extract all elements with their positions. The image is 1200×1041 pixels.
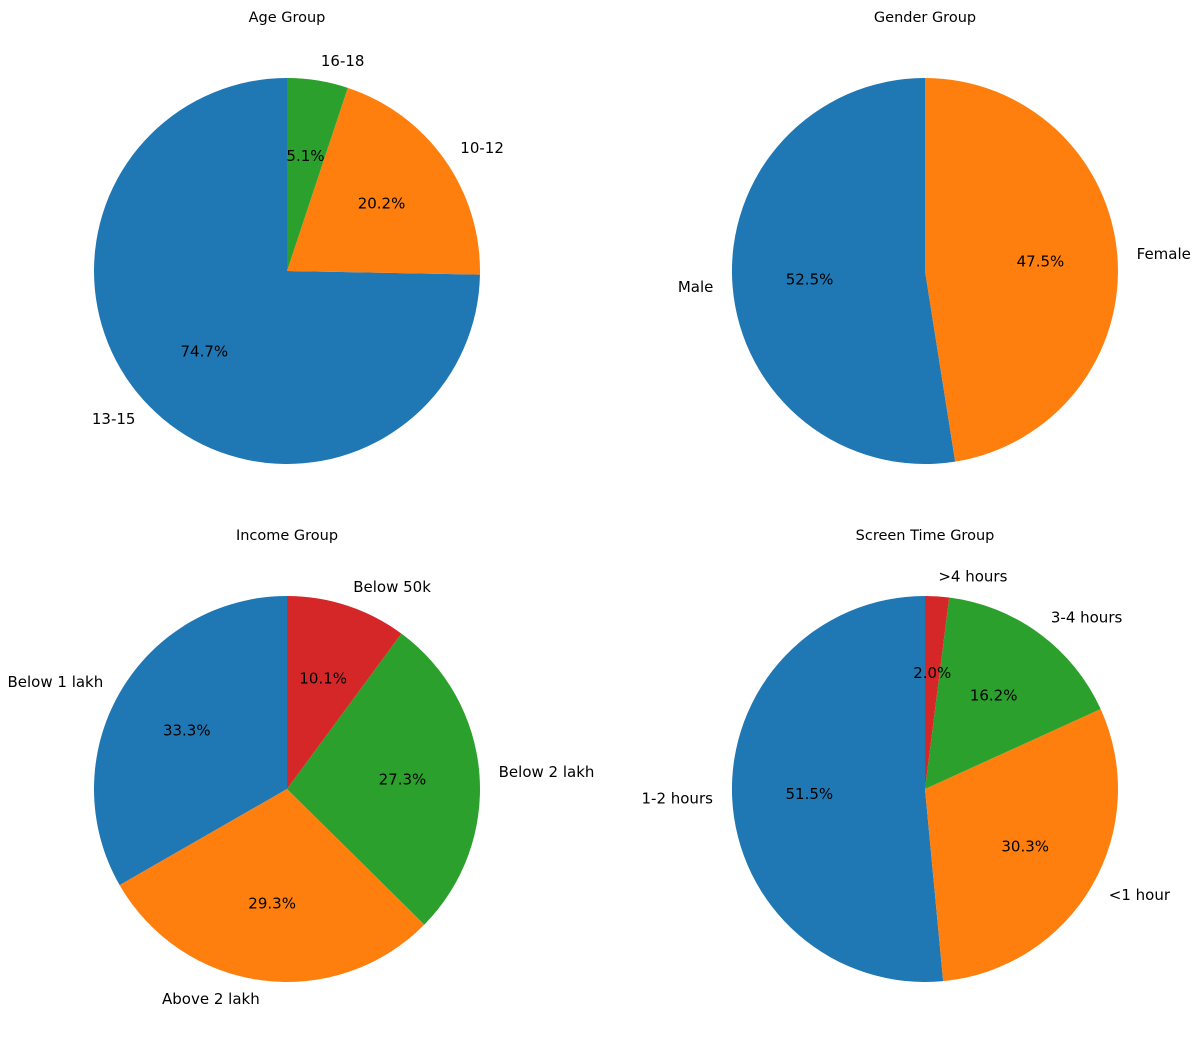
slice-label: Below 2 lakh xyxy=(499,763,595,781)
chart-title: Income Group xyxy=(236,528,338,544)
percent-label: 74.7% xyxy=(181,343,229,361)
percent-label: 47.5% xyxy=(1017,252,1065,270)
pie-slice-13-15 xyxy=(94,78,480,464)
pie-slice-3-4-hours xyxy=(925,597,1101,789)
pie-slice-female xyxy=(925,78,1118,462)
slice-label: 13-15 xyxy=(92,410,136,428)
slice-label: >4 hours xyxy=(938,568,1007,586)
percent-label: 16.2% xyxy=(970,686,1018,704)
percent-label: 20.2% xyxy=(358,195,406,213)
percent-label: 30.3% xyxy=(1001,838,1049,856)
pie-chart-screen-time-group: Screen Time Group 1-2 hours 51.5% <1 hour 30… xyxy=(641,528,1171,983)
slice-label: 10-12 xyxy=(460,139,504,157)
percent-label: 33.3% xyxy=(163,722,211,740)
percent-label: 51.5% xyxy=(786,785,834,803)
pie-slice-1-2-hours xyxy=(731,596,944,983)
slice-label: <1 hour xyxy=(1109,886,1171,904)
slice-label: Below 1 lakh xyxy=(7,673,103,691)
percent-label: 29.3% xyxy=(248,894,296,912)
pie-slice-16-18 xyxy=(287,78,348,271)
slice-label: 1-2 hours xyxy=(641,790,713,808)
pie-slice-male xyxy=(731,77,956,465)
pie-slice-above-2-lakh xyxy=(119,789,425,982)
pie-slice-below-50k xyxy=(287,596,402,789)
percent-label: 5.1% xyxy=(286,147,324,165)
slice-label: Below 50k xyxy=(353,578,431,596)
percent-label: 10.1% xyxy=(299,669,347,687)
pie-chart-income-group: Income Group Below 1 lakh 33.3% Above 2 lak… xyxy=(7,528,594,1008)
pie-slice-4-hours xyxy=(925,595,950,789)
pie-slice-below-1-lakh xyxy=(94,596,288,886)
chart-title: Age Group xyxy=(249,10,326,26)
slice-label: Male xyxy=(678,278,714,296)
chart-title: Screen Time Group xyxy=(856,528,995,544)
percent-label: 52.5% xyxy=(786,271,834,289)
pie-slice-10-12 xyxy=(287,87,481,275)
slice-label: Female xyxy=(1137,245,1191,263)
slice-label: Above 2 lakh xyxy=(162,990,260,1008)
percent-label: 2.0% xyxy=(913,664,951,682)
percent-label: 27.3% xyxy=(379,770,427,788)
pie-slice-below-2-lakh xyxy=(287,633,480,925)
pie-chart-gender-group: Gender Group Male 52.5% Female 47.5% xyxy=(678,10,1191,465)
slice-label: 3-4 hours xyxy=(1051,609,1123,627)
slice-label: 16-18 xyxy=(321,52,365,70)
pie-chart-age-group: Age Group 13-15 74.7% 10-12 20.2% 16-18 5.1% xyxy=(92,10,504,464)
chart-title: Gender Group xyxy=(874,10,976,26)
pie-slice-1-hour xyxy=(925,709,1118,982)
